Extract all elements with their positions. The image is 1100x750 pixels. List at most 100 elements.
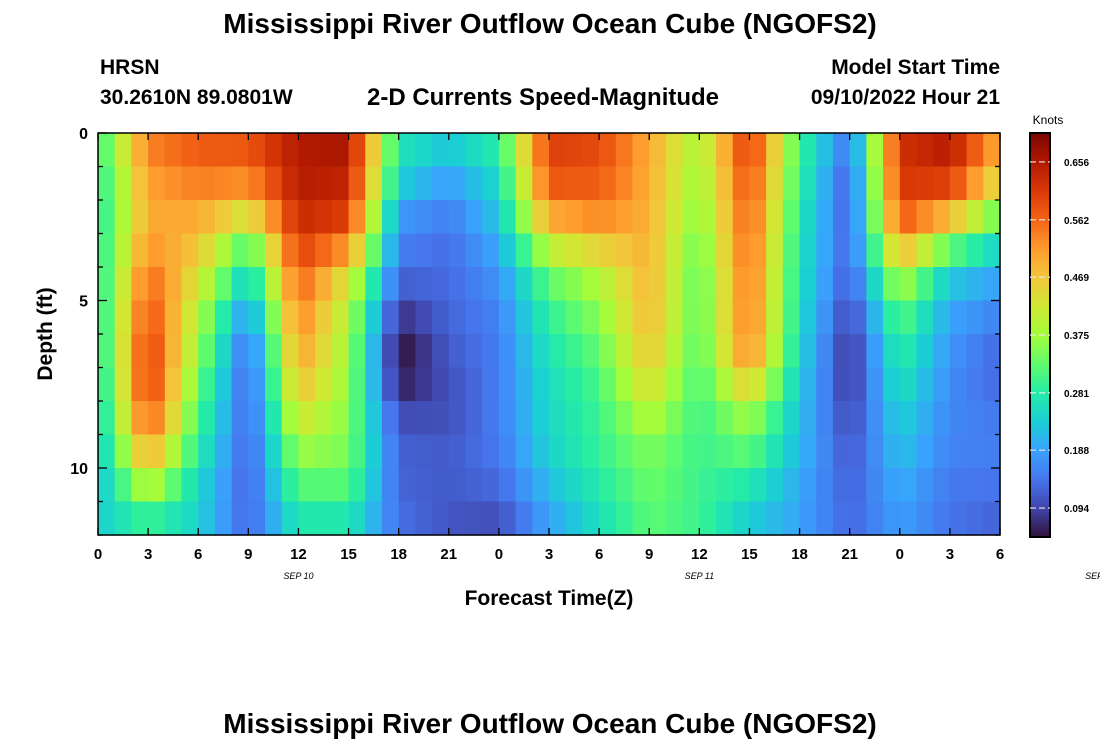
page-title: Mississippi River Outflow Ocean Cube (NG…: [223, 8, 877, 39]
heatmap-cell: [281, 300, 300, 335]
heatmap-cell: [432, 300, 450, 335]
heatmap-cell: [933, 233, 951, 268]
heatmap-cell: [849, 468, 867, 503]
heatmap-cell: [482, 200, 500, 235]
heatmap-cell: [933, 300, 951, 335]
heatmap-cell: [782, 401, 801, 436]
heatmap-cell: [983, 166, 1001, 201]
heatmap-cell: [766, 133, 784, 168]
heatmap-cell: [281, 501, 300, 536]
heatmap-cell: [398, 133, 416, 168]
heatmap-cell: [749, 300, 767, 335]
heatmap-cell: [716, 133, 734, 168]
heatmap-cell: [415, 166, 433, 201]
heatmap-cell: [131, 401, 149, 436]
heatmap-cell: [515, 434, 533, 469]
heatmap-cell: [966, 367, 984, 402]
heatmap-cell: [231, 233, 249, 268]
heatmap-cell: [398, 200, 416, 235]
heatmap-cell: [131, 267, 149, 302]
heatmap-cell: [549, 468, 567, 503]
heatmap-cell: [482, 468, 500, 503]
heatmap-cell: [532, 501, 550, 536]
heatmap-cell: [949, 468, 968, 503]
heatmap-cell: [381, 133, 400, 168]
heatmap-cell: [114, 434, 132, 469]
heatmap-chart: 0 3 6 9 12 15 18 21 0 3 6 9 12 15 18 21 0 3 6 SEP 10 SEP 11 S…: [34, 113, 1100, 610]
heatmap-cell: [381, 233, 400, 268]
heatmap-cell: [632, 300, 650, 335]
heatmap-cell: [381, 468, 400, 503]
heatmap-cell: [198, 200, 216, 235]
heatmap-cell: [465, 200, 483, 235]
heatmap-cell: [933, 166, 951, 201]
heatmap-cell: [565, 401, 583, 436]
heatmap-cell: [632, 200, 650, 235]
heatmap-cell: [214, 401, 233, 436]
heatmap-cell: [665, 166, 684, 201]
heatmap-cell: [482, 501, 500, 536]
heatmap-cell: [532, 334, 550, 369]
x-tick-label: 18: [791, 546, 808, 563]
heatmap-cell: [432, 468, 450, 503]
heatmap-cell: [298, 434, 316, 469]
heatmap-cell: [849, 200, 867, 235]
heatmap-cell: [665, 401, 684, 436]
heatmap-cell: [949, 334, 968, 369]
heatmap-cell: [98, 166, 116, 201]
heatmap-cell: [549, 267, 567, 302]
heatmap-cell: [665, 267, 684, 302]
chart-subtitle: 2-D Currents Speed-Magnitude: [367, 84, 720, 111]
heatmap-cell: [615, 367, 634, 402]
heatmap-cell: [599, 267, 617, 302]
heatmap-cell: [699, 501, 717, 536]
heatmap-cell: [265, 501, 283, 536]
heatmap-cell: [732, 434, 751, 469]
heatmap-cell: [832, 367, 851, 402]
heatmap-cell: [849, 401, 867, 436]
x-tick-label: 3: [946, 546, 954, 563]
heatmap-cell: [432, 501, 450, 536]
heatmap-cell: [549, 334, 567, 369]
heatmap-cell: [148, 300, 166, 335]
heatmap-cell: [716, 501, 734, 536]
heatmap-cell: [716, 434, 734, 469]
heatmap-cell: [799, 166, 817, 201]
heatmap-cell: [816, 334, 834, 369]
heatmap-cell: [298, 300, 316, 335]
heatmap-cell: [198, 401, 216, 436]
heatmap-cell: [248, 166, 266, 201]
heatmap-cell: [482, 166, 500, 201]
heatmap-cell: [432, 267, 450, 302]
heatmap-cell: [231, 434, 249, 469]
heatmap-cell: [883, 401, 901, 436]
heatmap-cell: [231, 200, 249, 235]
heatmap-cell: [682, 434, 700, 469]
heatmap-cell: [181, 300, 199, 335]
heatmap-cell: [348, 334, 366, 369]
heatmap-cell: [98, 233, 116, 268]
heatmap-cell: [799, 401, 817, 436]
heatmap-cell: [114, 267, 132, 302]
heatmap-cell: [381, 334, 400, 369]
heatmap-cell: [448, 468, 467, 503]
heatmap-cell: [766, 334, 784, 369]
heatmap-cell: [699, 200, 717, 235]
heatmap-cell: [148, 200, 166, 235]
heatmap-cell: [649, 401, 667, 436]
heatmap-cell: [498, 233, 517, 268]
heatmap-cell: [766, 166, 784, 201]
heatmap-cell: [749, 367, 767, 402]
heatmap-cell: [582, 233, 600, 268]
heatmap-cell: [615, 200, 634, 235]
heatmap-cell: [933, 501, 951, 536]
x-tick-label: 0: [896, 546, 904, 563]
heatmap-cell: [148, 501, 166, 536]
heatmap-cell: [866, 468, 884, 503]
heatmap-cell: [148, 401, 166, 436]
x-tick-label: 15: [340, 546, 357, 563]
heatmap-cell: [482, 334, 500, 369]
heatmap-cell: [131, 334, 149, 369]
heatmap-cell: [916, 133, 934, 168]
heatmap-cell: [532, 401, 550, 436]
